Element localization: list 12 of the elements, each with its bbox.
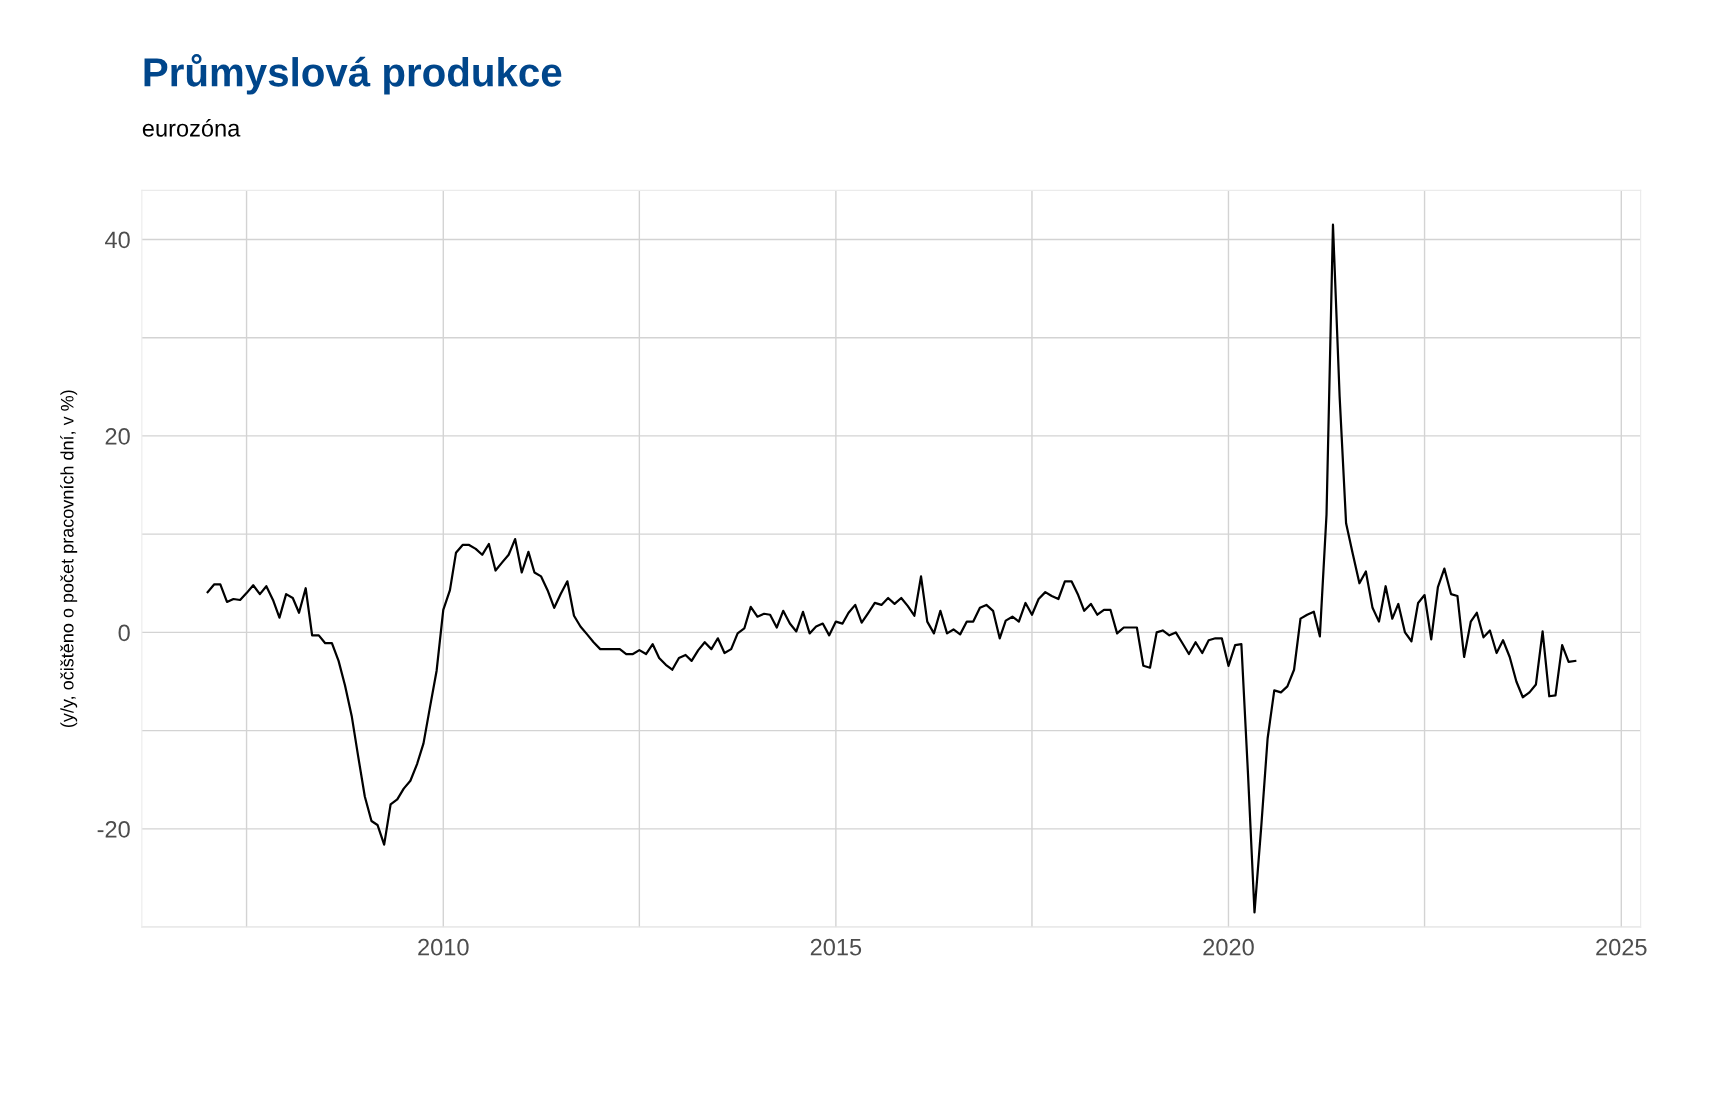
y-axis-title: (y/y, očištěno o počet pracovních dní, v %) <box>60 390 78 728</box>
chart-subtitle: eurozóna <box>142 119 241 137</box>
chart-title: Průmyslová produkce <box>144 53 562 95</box>
y-tick-label: -20 <box>97 820 130 838</box>
x-tick-label: 2010 <box>418 938 469 956</box>
x-tick-label: 2015 <box>810 938 862 956</box>
y-tick-label: 40 <box>105 231 130 249</box>
x-tick-label: 2025 <box>1596 938 1647 956</box>
x-tick-label: 2020 <box>1203 938 1254 956</box>
line-series <box>206 223 1577 914</box>
y-tick-label: 0 <box>118 624 130 642</box>
y-tick-label: 20 <box>105 427 130 445</box>
